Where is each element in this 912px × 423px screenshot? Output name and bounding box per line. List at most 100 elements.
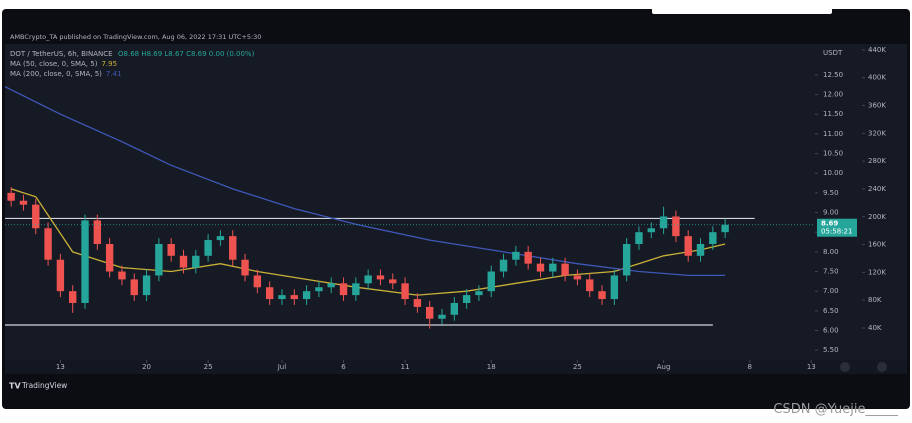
search-box[interactable]: [652, 0, 832, 14]
candle-body: [216, 236, 225, 241]
candle-body: [709, 232, 717, 244]
candle-body: [19, 200, 28, 205]
candle-body: [265, 287, 274, 300]
legend-entry: MA (200, close, 0, SMA, 5): [10, 70, 102, 78]
legend-value: 7.41: [106, 70, 122, 78]
candle-body: [167, 243, 175, 256]
candle-body: [253, 275, 262, 288]
candle-body: [315, 287, 323, 292]
watermark: CSDN @Yuejie_____: [773, 402, 898, 417]
candle-body: [192, 255, 200, 268]
candle-body: [81, 220, 89, 303]
y2-tick-label: 320K: [868, 129, 886, 137]
candle-body: [536, 263, 545, 272]
y2-tick-label: 200K: [868, 213, 886, 221]
candle-body: [376, 275, 385, 280]
candle-body: [278, 295, 286, 300]
candle-body: [142, 275, 151, 296]
candle-body: [7, 192, 15, 201]
y-tick-label: 7.50: [823, 268, 839, 276]
x-tick-label: Aug: [657, 363, 671, 371]
publish-info: AMBCrypto_TA published on TradingView.co…: [10, 33, 261, 41]
candle-body: [487, 271, 495, 292]
candle-body: [610, 275, 619, 300]
candle-body: [413, 299, 422, 307]
candle-body: [364, 275, 372, 284]
candle-body: [462, 295, 471, 303]
axis-panel: [815, 44, 907, 360]
candle-body: [93, 220, 102, 244]
candle-body: [549, 263, 557, 272]
candle-body: [524, 251, 532, 264]
x-tick-label: 6: [341, 363, 346, 371]
y-label: USDT: [823, 49, 843, 57]
x-tick-label: 8: [748, 363, 752, 371]
axis-button[interactable]: [840, 362, 850, 372]
candle-body: [622, 243, 631, 276]
x-tick-label: 25: [204, 363, 213, 371]
y-tick-label: 9.50: [823, 189, 839, 197]
candle-body: [241, 259, 249, 276]
candle-body: [327, 283, 335, 288]
candle-body: [450, 302, 459, 315]
y-tick-label: 11.50: [823, 110, 843, 118]
y2-tick-label: 80K: [868, 296, 882, 304]
candle-body: [438, 314, 446, 319]
plot-area: [5, 44, 815, 360]
logo-icon: TV: [9, 382, 21, 391]
candle-body: [499, 259, 508, 272]
candle-body: [512, 251, 520, 260]
y-tick-label: 7.00: [823, 287, 839, 295]
candle-body: [69, 291, 77, 303]
y-tick-label: 10.00: [823, 169, 843, 177]
price-tag: [817, 218, 857, 237]
candle-body: [130, 279, 138, 296]
candle-body: [647, 228, 655, 233]
y2-tick-label: 240K: [868, 185, 886, 193]
candle-body: [561, 263, 569, 276]
settings-button[interactable]: [877, 362, 887, 372]
candle-body: [475, 291, 483, 296]
x-tick-label: Jul: [277, 363, 287, 371]
candle-body: [105, 243, 114, 272]
candle-body: [401, 283, 409, 300]
candle-body: [389, 279, 397, 284]
candle-body: [672, 216, 680, 237]
candle-body: [426, 306, 434, 319]
footer-logo: TradingView: [21, 381, 67, 390]
candle-body: [44, 228, 52, 260]
candle-body: [684, 236, 692, 256]
candle-body: [179, 255, 188, 268]
y-tick-label: 11.00: [823, 130, 843, 138]
candle-body: [598, 291, 606, 300]
candle-body: [721, 224, 729, 233]
candle-body: [635, 232, 643, 244]
candle-body: [586, 279, 594, 292]
legend-entry: MA (50, close, 0, SMA, 5): [10, 60, 98, 68]
candle-body: [573, 275, 582, 280]
y-tick-label: 12.00: [823, 91, 843, 99]
y-tick-label: 6.50: [823, 307, 839, 315]
x-tick-label: 25: [573, 363, 582, 371]
x-tick-label: 13: [807, 363, 816, 371]
y-tick-label: 8.00: [823, 248, 839, 256]
candle-body: [339, 283, 348, 296]
y-tick-label: 12.50: [823, 71, 843, 79]
candle-body: [32, 204, 40, 229]
x-tick-label: 13: [56, 363, 65, 371]
candle-body: [290, 295, 298, 300]
y2-tick-label: 280K: [868, 157, 886, 165]
candle-body: [118, 271, 126, 280]
chart: AMBCrypto_TA published on TradingView.co…: [2, 0, 910, 409]
y-tick-label: 10.50: [823, 150, 843, 158]
y-tick-label: 9.00: [823, 209, 839, 217]
y2-tick-label: 360K: [868, 101, 886, 109]
candle-body: [352, 283, 360, 296]
y-tick-label: 5.50: [823, 346, 839, 354]
candle-body: [696, 243, 705, 256]
candle-body: [56, 259, 65, 292]
y2-tick-label: 120K: [868, 268, 886, 276]
y-tick-label: 6.00: [823, 327, 839, 335]
candle-body: [302, 291, 311, 300]
